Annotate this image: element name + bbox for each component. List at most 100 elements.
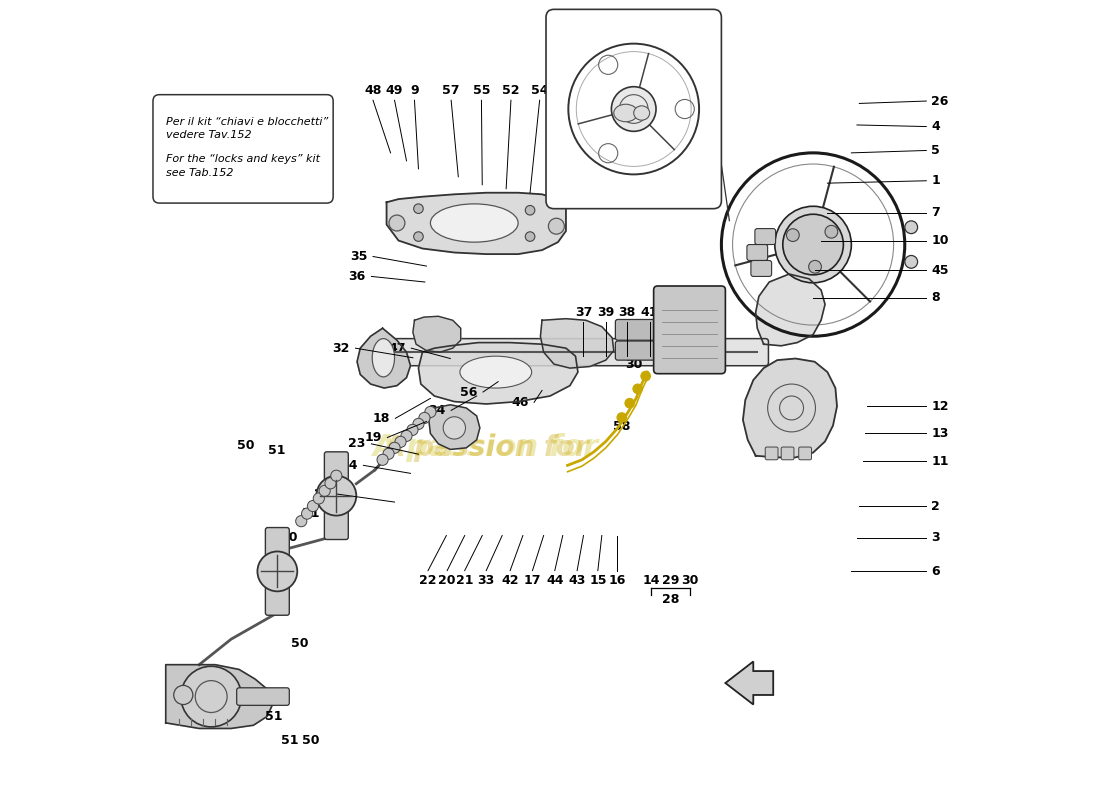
Text: 37: 37 <box>575 306 592 319</box>
Text: 45: 45 <box>931 263 948 277</box>
Text: 25: 25 <box>314 487 331 501</box>
Text: 6: 6 <box>931 565 939 578</box>
Text: 59: 59 <box>693 21 711 34</box>
FancyBboxPatch shape <box>324 511 349 539</box>
Text: 13: 13 <box>931 427 948 440</box>
Text: 8: 8 <box>931 291 939 305</box>
Circle shape <box>383 448 394 459</box>
Text: 19: 19 <box>364 431 382 444</box>
Text: 48: 48 <box>364 84 382 97</box>
Text: 7: 7 <box>931 206 939 219</box>
Text: 15: 15 <box>590 574 606 586</box>
Text: 47: 47 <box>388 342 406 354</box>
Circle shape <box>825 226 838 238</box>
Text: 51: 51 <box>265 710 282 723</box>
Text: 12: 12 <box>931 400 948 413</box>
Text: 17: 17 <box>524 574 541 586</box>
Ellipse shape <box>634 106 650 120</box>
Text: 32: 32 <box>332 342 350 354</box>
Circle shape <box>412 418 424 430</box>
Circle shape <box>625 398 635 408</box>
Circle shape <box>174 686 192 705</box>
Text: 23: 23 <box>349 438 366 450</box>
Circle shape <box>319 486 330 497</box>
Text: A passion for: A passion for <box>384 434 588 462</box>
Circle shape <box>395 436 406 447</box>
Text: 22: 22 <box>419 574 437 586</box>
Text: 55: 55 <box>473 84 491 97</box>
FancyBboxPatch shape <box>153 94 333 203</box>
Circle shape <box>180 666 242 727</box>
Text: 10: 10 <box>931 234 948 247</box>
Circle shape <box>324 478 337 489</box>
Text: 29: 29 <box>662 574 680 586</box>
Circle shape <box>400 430 412 442</box>
Text: 3: 3 <box>931 531 939 545</box>
Circle shape <box>301 508 312 519</box>
Polygon shape <box>429 405 480 450</box>
Polygon shape <box>725 662 773 705</box>
Circle shape <box>407 424 418 435</box>
FancyBboxPatch shape <box>324 452 349 481</box>
Circle shape <box>425 406 436 418</box>
Polygon shape <box>742 358 837 458</box>
Text: 52: 52 <box>503 84 519 97</box>
Circle shape <box>786 229 800 242</box>
Text: 21: 21 <box>455 574 473 586</box>
Polygon shape <box>166 665 273 729</box>
Circle shape <box>443 417 465 439</box>
Text: 46: 46 <box>512 396 528 409</box>
Text: 1: 1 <box>931 174 939 187</box>
Text: 4: 4 <box>931 120 939 133</box>
Text: For the “locks and keys” kit
see Tab.152: For the “locks and keys” kit see Tab.152 <box>166 154 320 178</box>
Circle shape <box>905 221 917 234</box>
Text: 53: 53 <box>554 84 571 97</box>
Circle shape <box>389 215 405 231</box>
FancyBboxPatch shape <box>615 341 661 360</box>
Polygon shape <box>386 193 565 254</box>
Text: 26: 26 <box>931 94 948 107</box>
Polygon shape <box>418 342 578 404</box>
Circle shape <box>612 86 656 131</box>
Text: 40: 40 <box>661 306 679 319</box>
Polygon shape <box>540 318 614 368</box>
Circle shape <box>389 442 400 454</box>
Polygon shape <box>412 316 461 352</box>
Text: 24: 24 <box>340 459 358 472</box>
Text: A passion for: A passion for <box>373 434 600 462</box>
FancyBboxPatch shape <box>755 229 775 245</box>
Ellipse shape <box>430 204 518 242</box>
Text: 58: 58 <box>613 420 630 433</box>
Text: 31: 31 <box>682 306 700 319</box>
Circle shape <box>526 206 535 215</box>
Text: 50: 50 <box>279 530 297 544</box>
Text: 44: 44 <box>546 574 563 586</box>
Text: Per il kit “chiavi e blocchetti”
vedere Tav.152: Per il kit “chiavi e blocchetti” vedere … <box>166 117 328 140</box>
Ellipse shape <box>372 338 395 377</box>
FancyBboxPatch shape <box>747 245 768 261</box>
Text: 42: 42 <box>502 574 519 586</box>
Circle shape <box>317 476 356 515</box>
Circle shape <box>617 413 627 422</box>
Circle shape <box>307 501 319 512</box>
Circle shape <box>783 214 844 275</box>
Circle shape <box>774 206 851 283</box>
Circle shape <box>808 261 822 273</box>
Text: 50: 50 <box>236 439 254 452</box>
Text: 35: 35 <box>350 250 367 263</box>
Text: 16: 16 <box>608 574 626 586</box>
Polygon shape <box>756 274 825 346</box>
Circle shape <box>414 204 424 214</box>
Text: 54: 54 <box>531 84 549 97</box>
Circle shape <box>419 412 430 423</box>
Polygon shape <box>358 328 410 388</box>
Ellipse shape <box>460 356 531 388</box>
Text: 49: 49 <box>386 84 404 97</box>
Text: 9: 9 <box>410 84 419 97</box>
Text: 51: 51 <box>267 444 285 457</box>
Circle shape <box>257 551 297 591</box>
FancyBboxPatch shape <box>766 447 778 460</box>
Ellipse shape <box>614 104 638 122</box>
Text: 18: 18 <box>372 412 389 425</box>
Text: 11: 11 <box>931 455 948 468</box>
